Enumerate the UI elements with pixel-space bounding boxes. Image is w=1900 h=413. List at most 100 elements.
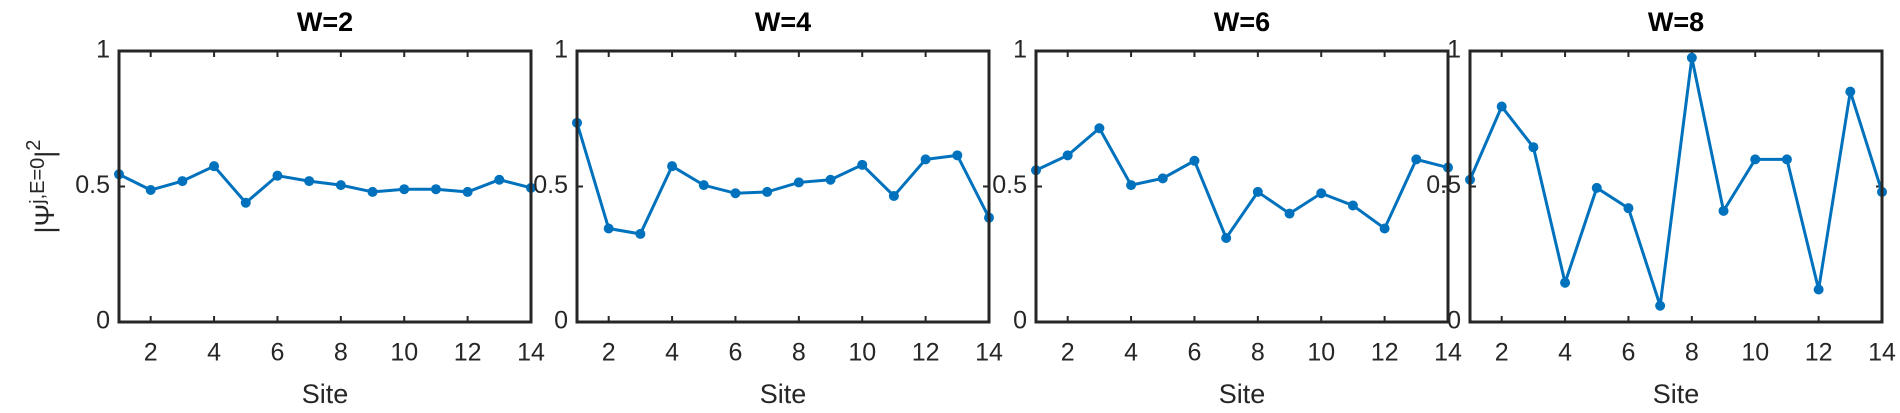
y-tick-label: 1 <box>96 36 110 64</box>
data-point <box>1157 173 1168 184</box>
data-point <box>1750 154 1761 165</box>
x-tick-label: 4 <box>207 339 221 367</box>
data-point <box>1560 277 1571 288</box>
data-line <box>575 122 991 236</box>
data-point <box>1347 200 1358 211</box>
x-tick-label: 2 <box>602 339 616 367</box>
y-axis-label-part: j,E=0 <box>27 158 49 205</box>
y-axis-label: |Ψj,E=0|2 <box>23 140 60 234</box>
data-point <box>1221 232 1232 243</box>
data-point <box>1496 101 1507 112</box>
y-tick-label: 0.5 <box>992 171 1027 199</box>
x-tick-label: 8 <box>1685 339 1699 367</box>
x-tick-label: 14 <box>517 339 545 367</box>
y-tick-label: 0 <box>96 307 110 335</box>
x-tick-label: 14 <box>1868 339 1896 367</box>
x-axis-label: Site <box>302 379 349 409</box>
y-tick-label: 1 <box>1013 36 1027 64</box>
y-axis-label-part: 2 <box>23 140 45 151</box>
data-point <box>1528 142 1539 153</box>
data-point <box>304 176 315 187</box>
data-point <box>857 159 868 170</box>
data-point <box>1813 284 1824 295</box>
x-tick-label: 4 <box>1558 339 1572 367</box>
y-tick-label: 0.5 <box>533 171 568 199</box>
data-point <box>367 186 378 197</box>
data-point <box>762 186 773 197</box>
x-tick-label: 12 <box>1805 339 1833 367</box>
data-point <box>1062 150 1073 161</box>
data-point <box>145 185 156 196</box>
data-point <box>240 197 251 208</box>
x-axis-label: Site <box>760 379 807 409</box>
x-tick-label: 8 <box>334 339 348 367</box>
data-point <box>462 186 473 197</box>
x-tick-label: 4 <box>665 339 679 367</box>
y-axis-label-part: | <box>30 151 60 158</box>
data-point <box>1379 223 1390 234</box>
x-tick-label: 2 <box>144 339 158 367</box>
plot-frame <box>1034 49 1450 324</box>
x-tick-label: 6 <box>729 339 743 367</box>
x-tick-label: 8 <box>1251 339 1265 367</box>
data-point <box>430 184 441 195</box>
data-point <box>1591 182 1602 193</box>
x-tick-label: 6 <box>1188 339 1202 367</box>
data-line <box>118 164 532 205</box>
chart-title: W=2 <box>297 7 353 37</box>
x-tick-label: 12 <box>1371 339 1399 367</box>
data-point <box>399 184 410 195</box>
x-tick-label: 6 <box>1622 339 1636 367</box>
plot-frame <box>1468 49 1884 324</box>
data-point <box>730 188 741 199</box>
data-point <box>1718 205 1729 216</box>
x-tick-label: 12 <box>454 339 482 367</box>
data-point <box>603 223 614 234</box>
x-tick-label: 2 <box>1061 339 1075 367</box>
x-tick-label: 2 <box>1495 339 1509 367</box>
y-tick-label: 0.5 <box>75 171 110 199</box>
y-tick-label: 0 <box>1013 307 1027 335</box>
data-point <box>177 176 188 187</box>
data-point <box>1623 203 1634 214</box>
y-tick-label: 0 <box>554 307 568 335</box>
chart-title: W=8 <box>1648 7 1704 37</box>
x-tick-label: 10 <box>390 339 418 367</box>
data-point <box>494 174 505 185</box>
data-point <box>920 154 931 165</box>
data-point <box>1686 52 1697 63</box>
data-point <box>1284 208 1295 219</box>
data-point <box>209 161 220 172</box>
data-point <box>888 190 899 201</box>
data-point <box>635 228 646 239</box>
x-tick-label: 14 <box>1434 339 1462 367</box>
x-tick-label: 10 <box>1307 339 1335 367</box>
data-point <box>825 174 836 185</box>
data-point <box>1655 300 1666 311</box>
data-point <box>952 150 963 161</box>
y-tick-label: 0 <box>1447 307 1461 335</box>
chart-title: W=4 <box>755 7 811 37</box>
data-point <box>1126 180 1137 191</box>
data-line <box>1035 125 1449 242</box>
data-line <box>1468 57 1884 307</box>
x-tick-label: 12 <box>912 339 940 367</box>
data-point <box>335 180 346 191</box>
data-point <box>1845 86 1856 97</box>
y-tick-label: 0.5 <box>1426 171 1461 199</box>
data-point <box>272 170 283 181</box>
plot-frame <box>117 49 533 324</box>
data-point <box>1316 188 1327 199</box>
y-tick-label: 1 <box>554 36 568 64</box>
x-tick-label: 10 <box>848 339 876 367</box>
data-point <box>698 180 709 191</box>
x-tick-label: 14 <box>975 339 1003 367</box>
x-axis-label: Site <box>1653 379 1700 409</box>
data-point <box>1094 123 1105 134</box>
x-axis-label: Site <box>1219 379 1266 409</box>
x-tick-label: 10 <box>1741 339 1769 367</box>
y-axis-label-part: |Ψ <box>30 204 60 234</box>
data-point <box>1781 154 1792 165</box>
x-tick-label: 6 <box>271 339 285 367</box>
